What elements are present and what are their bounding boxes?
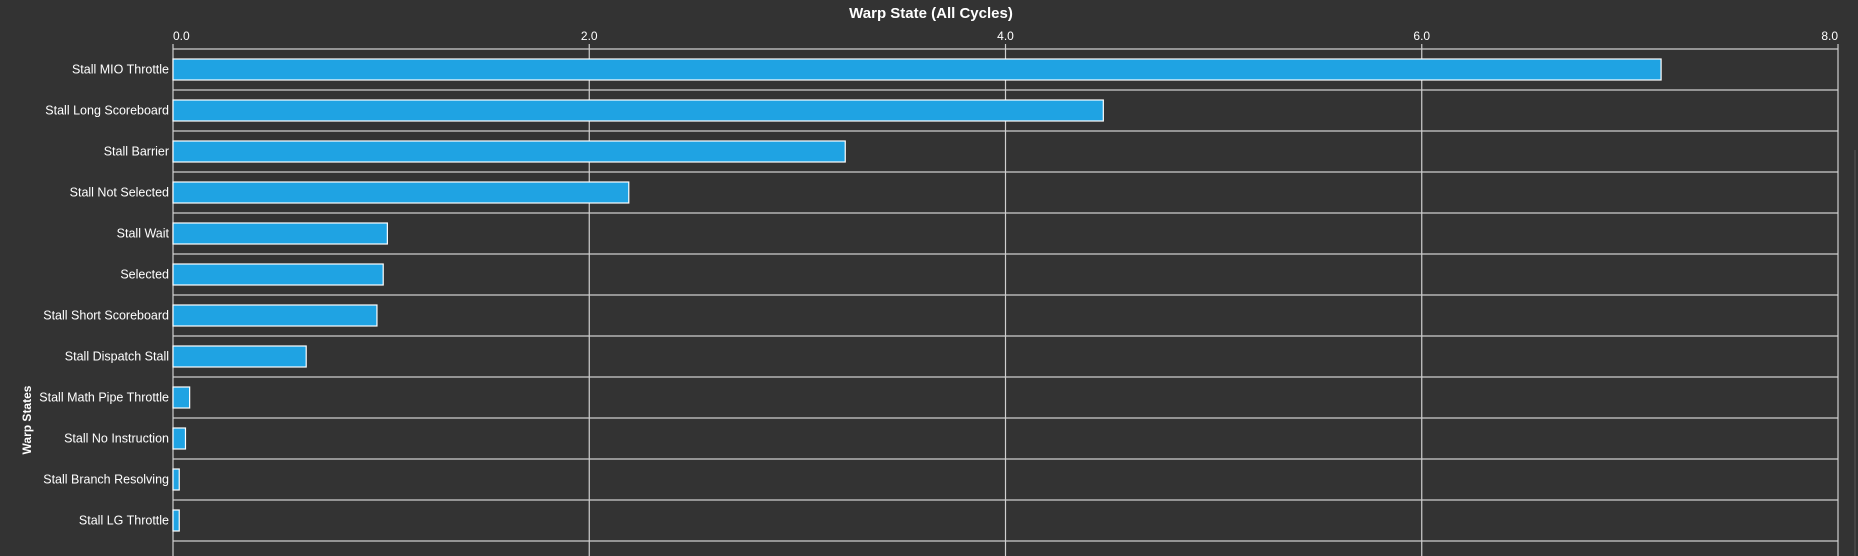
category-label: Stall Long Scoreboard — [45, 104, 169, 118]
category-label: Selected — [120, 268, 169, 282]
bar[interactable] — [172, 509, 180, 532]
y-axis-label: Warp States — [20, 385, 34, 454]
grid-layer — [172, 44, 1839, 556]
bar[interactable] — [172, 345, 307, 368]
category-label: Stall Not Selected — [70, 186, 169, 200]
bar[interactable] — [172, 427, 187, 450]
category-label: Stall Math Pipe Throttle — [39, 391, 169, 405]
category-label: Stall Barrier — [104, 145, 169, 159]
x-tick-label: 4.0 — [997, 29, 1014, 43]
category-label: Stall LG Throttle — [79, 514, 169, 528]
bar[interactable] — [172, 58, 1662, 81]
bar[interactable] — [172, 263, 384, 286]
chart-title: Warp State (All Cycles) — [849, 5, 1013, 22]
x-tick-label: 8.0 — [1821, 29, 1838, 43]
x-tick-label: 0.0 — [173, 29, 190, 43]
label-layer: 0.0 2.0 4.0 6.0 8.0 Stall MIO Throttle Stall L… — [39, 29, 1838, 528]
bar[interactable] — [172, 468, 180, 491]
x-tick-label: 6.0 — [1413, 29, 1430, 43]
category-label: Stall Wait — [117, 227, 170, 241]
bar[interactable] — [172, 222, 388, 245]
category-label: Stall Short Scoreboard — [43, 309, 169, 323]
bar[interactable] — [172, 181, 630, 204]
category-label: Stall Dispatch Stall — [65, 350, 169, 364]
bar[interactable] — [172, 140, 846, 163]
bar[interactable] — [172, 99, 1104, 122]
bar[interactable] — [172, 304, 378, 327]
category-label: Stall Branch Resolving — [43, 473, 169, 487]
bar[interactable] — [172, 386, 191, 409]
x-tick-label: 2.0 — [581, 29, 598, 43]
category-label: Stall No Instruction — [64, 432, 169, 446]
bar-layer — [172, 58, 1662, 532]
category-label: Stall MIO Throttle — [72, 63, 169, 77]
